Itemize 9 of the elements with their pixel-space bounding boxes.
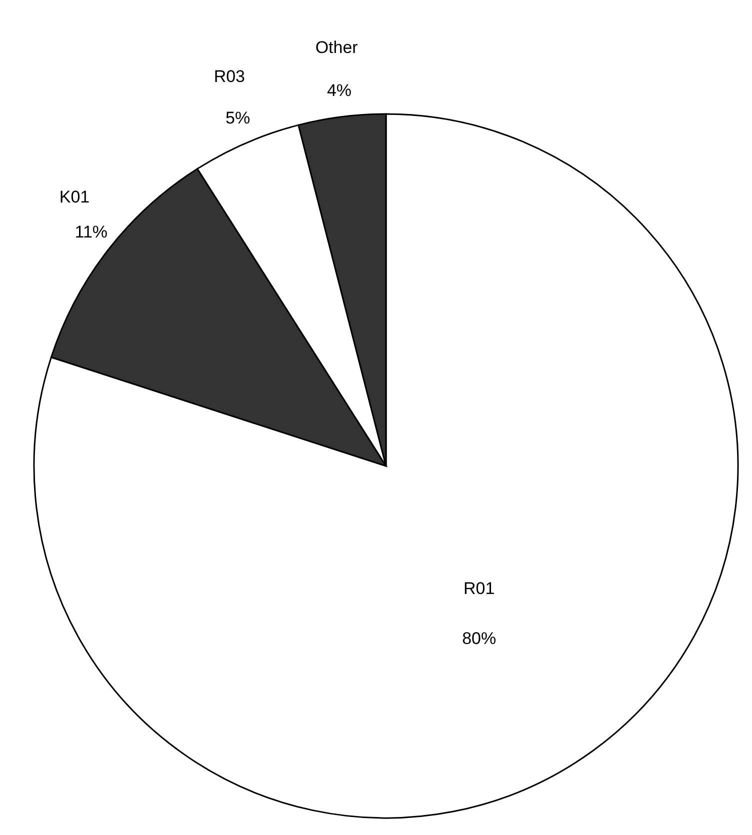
pie-slice xyxy=(34,113,739,818)
slice-label: R03 xyxy=(214,67,246,86)
data-label: 4% xyxy=(326,80,352,100)
data-label: 11% xyxy=(74,222,108,242)
data-label: 5% xyxy=(226,108,250,128)
data-label: 80% xyxy=(462,629,496,648)
slice-label: K01 xyxy=(59,187,90,206)
slice-label: Other xyxy=(315,38,358,57)
slice-label: R01 xyxy=(464,579,495,598)
